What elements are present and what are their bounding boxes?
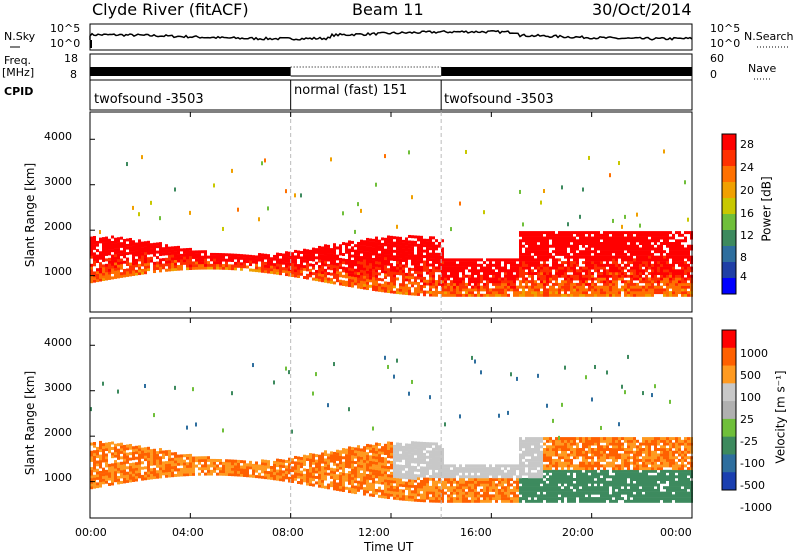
power-colorbar-swatch-4: [722, 198, 736, 215]
power-cbar-tick-12: 12: [740, 229, 754, 242]
power-cbar-tick-20: 20: [740, 184, 754, 197]
power-colorbar-swatch-5: [722, 214, 736, 231]
power-heatmap: [90, 149, 693, 297]
power-colorbar-swatch-9: [722, 278, 736, 295]
nsky-trace: [89, 29, 693, 41]
velocity-cbar-tick-m1000: -1000: [740, 501, 772, 514]
nave-ytick-low: 0: [710, 68, 717, 81]
cpid-segment-2: normal (fast) 151: [294, 83, 408, 98]
power-colorbar-swatch-0: [722, 134, 736, 151]
nsearch-ytick-high: 10^5: [710, 22, 741, 35]
power-ytick-4000: 4000: [44, 130, 72, 143]
nsearch-ytick-low: 10^0: [710, 37, 741, 50]
velocity-colorbar-swatch-5: [722, 418, 736, 438]
velocity-ytick-1000: 1000: [44, 471, 72, 484]
power-cbar-tick-28: 28: [740, 138, 754, 151]
power-colorbar-swatch-2: [722, 166, 736, 183]
velocity-colorbar-swatch-3: [722, 383, 736, 402]
station-title: Clyde River (fitACF): [92, 0, 249, 19]
velocity-colorbar-swatch-6: [722, 436, 736, 455]
power-colorbar-frame: [721, 133, 737, 295]
nsky-label: N.Sky: [4, 30, 36, 43]
velocity-cbar-tick-100: 100: [740, 391, 761, 404]
xtick-3: 12:00: [358, 526, 390, 539]
velocity-cbar-tick-m25: -25: [740, 435, 758, 448]
velocity-cbar-tick-500: 500: [740, 369, 761, 382]
power-colorbar-swatch-6: [722, 230, 736, 247]
velocity-cbar-tick-1000: 1000: [740, 347, 768, 360]
velocity-colorbar-swatch-4: [722, 401, 736, 420]
power-ytick-2000: 2000: [44, 220, 72, 233]
cpid-segment-1: twofsound -3503: [94, 92, 204, 107]
xtick-1: 04:00: [172, 526, 204, 539]
freq-ytick-high: 18: [64, 52, 78, 65]
xtick-0: 00:00: [75, 526, 107, 539]
velocity-cbar-tick-m100: -100: [740, 457, 765, 470]
power-colorbar-swatch-8: [722, 262, 736, 279]
power-cbar-tick-8: 8: [740, 251, 747, 264]
velocity-cbar-tick-m500: -500: [740, 479, 765, 492]
cpid-label: CPID: [4, 85, 34, 98]
xtick-2: 08:00: [272, 526, 304, 539]
velocity-colorbar-frame: [721, 329, 737, 491]
velocity-heatmap: [90, 354, 693, 503]
power-cbar-tick-4: 4: [740, 270, 747, 283]
velocity-ytick-3000: 3000: [44, 381, 72, 394]
velocity-ytick-2000: 2000: [44, 426, 72, 439]
velocity-colorbar-swatch-7: [722, 454, 736, 473]
power-cbar-tick-24: 24: [740, 161, 754, 174]
nsky-ytick-high: 10^5: [50, 22, 81, 35]
xaxis-label: Time UT: [364, 540, 414, 554]
date-title: 30/Oct/2014: [592, 0, 692, 19]
power-colorbar-swatch-3: [722, 182, 736, 199]
freq-ytick-low: 8: [70, 68, 77, 81]
freq-band-1: [90, 67, 291, 76]
velocity-colorbar-swatch-0: [722, 330, 736, 349]
power-ytick-1000: 1000: [44, 265, 72, 278]
velocity-cbar-tick-25: 25: [740, 413, 754, 426]
beam-title: Beam 11: [352, 0, 424, 19]
power-ytick-3000: 3000: [44, 175, 72, 188]
nave-ytick-high: 60: [710, 52, 724, 65]
cpid-segment-3: twofsound -3503: [444, 92, 554, 107]
nsky-ytick-low: 10^0: [50, 37, 81, 50]
power-colorbar-swatch-1: [722, 150, 736, 167]
xtick-5: 20:00: [562, 526, 594, 539]
nave-label: Nave: [748, 62, 777, 75]
freq-label: Freq.: [4, 54, 32, 67]
xtick-4: 16:00: [460, 526, 492, 539]
nsky-panel-frame: [89, 23, 693, 51]
velocity-colorbar-swatch-1: [722, 347, 736, 367]
power-cbar-tick-16: 16: [740, 207, 754, 220]
cpid-panel-frame: [89, 79, 693, 111]
mhz-label: [MHz]: [2, 66, 35, 79]
nsearch-label: N.Search: [744, 30, 794, 43]
xtick-6: 00:00: [660, 526, 692, 539]
power-colorbar-swatch-7: [722, 246, 736, 263]
freq-band-2: [441, 67, 692, 76]
velocity-colorbar-swatch-2: [722, 365, 736, 384]
velocity-colorbar-swatch-8: [722, 472, 736, 491]
velocity-ytick-4000: 4000: [44, 336, 72, 349]
